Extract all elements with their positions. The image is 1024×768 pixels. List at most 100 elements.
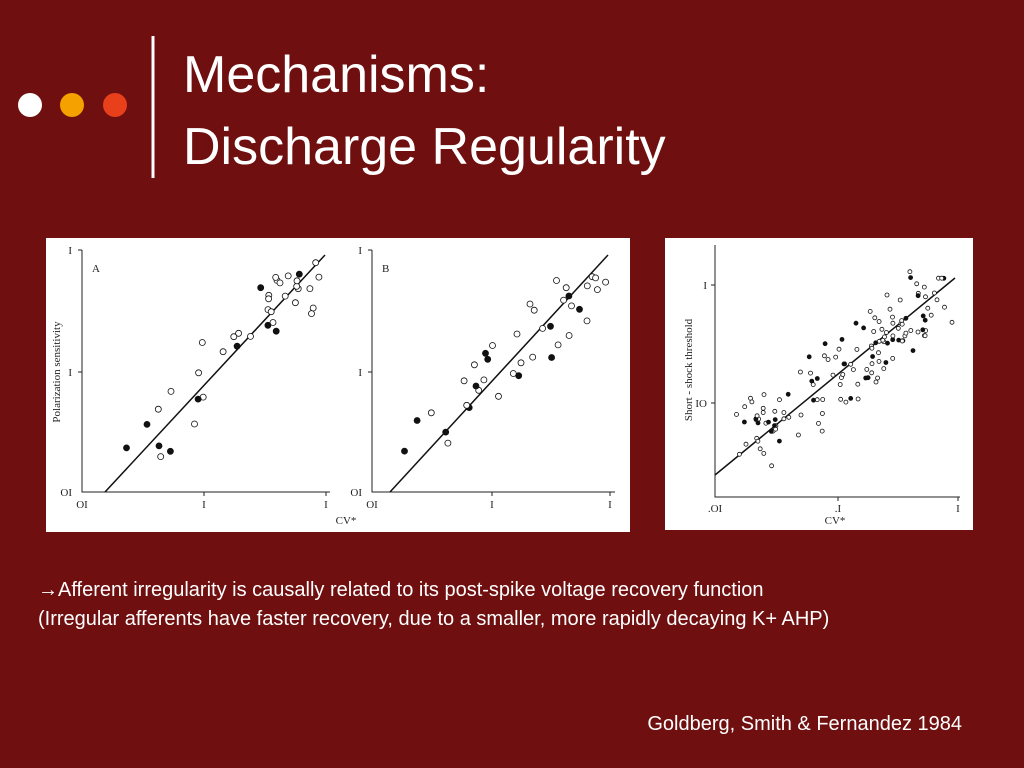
scatter-point xyxy=(267,308,275,316)
scatter-point xyxy=(583,317,591,325)
scatter-point xyxy=(594,286,601,294)
scatter-point xyxy=(869,361,875,367)
bullet-dot xyxy=(60,93,84,117)
figure: A I I OI OI I I Polarization sensitivity… xyxy=(46,238,630,532)
scatter-point xyxy=(553,277,560,284)
bullet-dot xyxy=(18,93,42,117)
scatter-point xyxy=(786,414,792,420)
scatter-point xyxy=(914,281,920,287)
scatter-point xyxy=(833,354,839,360)
scatter-point xyxy=(269,319,277,326)
scatter-point xyxy=(871,329,877,334)
y-tick-label: I xyxy=(358,367,362,379)
scatter-point xyxy=(869,370,875,376)
scatter-point xyxy=(915,329,921,335)
scatter-point xyxy=(530,306,538,314)
scatter-point xyxy=(881,366,887,372)
x-tick-label: OI xyxy=(366,499,378,511)
scatter-point xyxy=(401,447,408,455)
axes xyxy=(371,250,615,493)
scatter-point xyxy=(925,305,931,311)
scatter-point xyxy=(848,361,854,367)
scatter-point xyxy=(772,417,778,423)
scatter-point xyxy=(851,367,856,373)
scatter-point xyxy=(848,395,854,401)
scatter-point xyxy=(257,284,265,292)
scatter-point xyxy=(820,411,825,416)
scatter-point xyxy=(463,401,471,409)
scatter-point xyxy=(760,410,766,415)
body-text: (Irregular afferents have faster recover… xyxy=(38,608,829,630)
scatter-point xyxy=(517,359,525,367)
scatter-point xyxy=(773,426,778,432)
scatter-point xyxy=(836,346,842,352)
x-tick-label: I xyxy=(202,499,206,511)
scatter-point xyxy=(166,447,174,455)
scatter-point xyxy=(839,336,845,342)
y-tick-label: IO xyxy=(695,398,707,410)
scatter-point xyxy=(883,360,889,365)
y-axis-label: Polarization sensitivity xyxy=(51,321,63,423)
scatter-point xyxy=(820,397,826,402)
scatter-point xyxy=(777,397,782,403)
scatter-point xyxy=(884,330,889,335)
y-tick-label: I xyxy=(68,367,72,379)
scatter-point xyxy=(876,358,882,364)
scatter-point xyxy=(754,413,760,419)
scatter-point xyxy=(920,313,926,319)
scatter-point xyxy=(884,292,890,298)
y-tick-label: I xyxy=(68,245,72,257)
scatter-point xyxy=(932,290,937,296)
scatter-point xyxy=(939,275,945,281)
regression-line xyxy=(714,277,956,476)
scatter-point xyxy=(781,416,787,422)
scatter-point xyxy=(308,310,315,318)
scatter-point xyxy=(583,282,591,290)
scatter-point xyxy=(890,314,895,320)
scatter-point xyxy=(167,387,175,395)
scatter-point xyxy=(908,275,913,281)
scatter-point xyxy=(526,300,534,308)
scatter-point xyxy=(306,285,314,293)
scatter-point xyxy=(890,337,896,343)
scatter-point xyxy=(264,321,272,329)
scatter-point xyxy=(529,353,537,361)
scatter-point xyxy=(922,333,928,339)
x-axis-label: CV* xyxy=(336,515,357,527)
scatter-point xyxy=(293,282,301,290)
scatter-point xyxy=(444,439,452,447)
scatter-point xyxy=(742,419,747,425)
scatter-point xyxy=(576,305,583,313)
scatter-point xyxy=(897,297,903,303)
scatter-point xyxy=(921,284,927,290)
scatter-point xyxy=(442,428,450,436)
scatter-point xyxy=(276,279,284,287)
scatter-point xyxy=(560,296,567,304)
scatter-point xyxy=(949,319,955,325)
scatter-point xyxy=(480,376,488,384)
scatter-point xyxy=(869,345,875,351)
scatter-point xyxy=(565,332,573,339)
scatter-point xyxy=(910,348,916,354)
x-tick-label: OI xyxy=(76,499,88,511)
scatter-point xyxy=(853,320,859,326)
scatter-point xyxy=(191,420,198,428)
y-axis-label: Short - shock threshold xyxy=(683,318,695,421)
scatter-point xyxy=(825,357,831,362)
scatter-point xyxy=(755,438,761,444)
y-tick-label: OI xyxy=(60,487,72,499)
scatter-point xyxy=(769,463,774,469)
scatter-point xyxy=(876,350,881,356)
scatter-point xyxy=(284,272,292,280)
scatter-point xyxy=(822,353,827,359)
scatter-point xyxy=(761,450,767,456)
tick-marks xyxy=(711,284,959,501)
scatter-point xyxy=(876,319,882,324)
scatter-point xyxy=(816,420,821,426)
scatter-point xyxy=(309,304,317,312)
scatter-point xyxy=(922,317,928,323)
scatter-point xyxy=(235,329,243,337)
scatter-point xyxy=(281,292,289,300)
scatter-point xyxy=(928,312,934,318)
